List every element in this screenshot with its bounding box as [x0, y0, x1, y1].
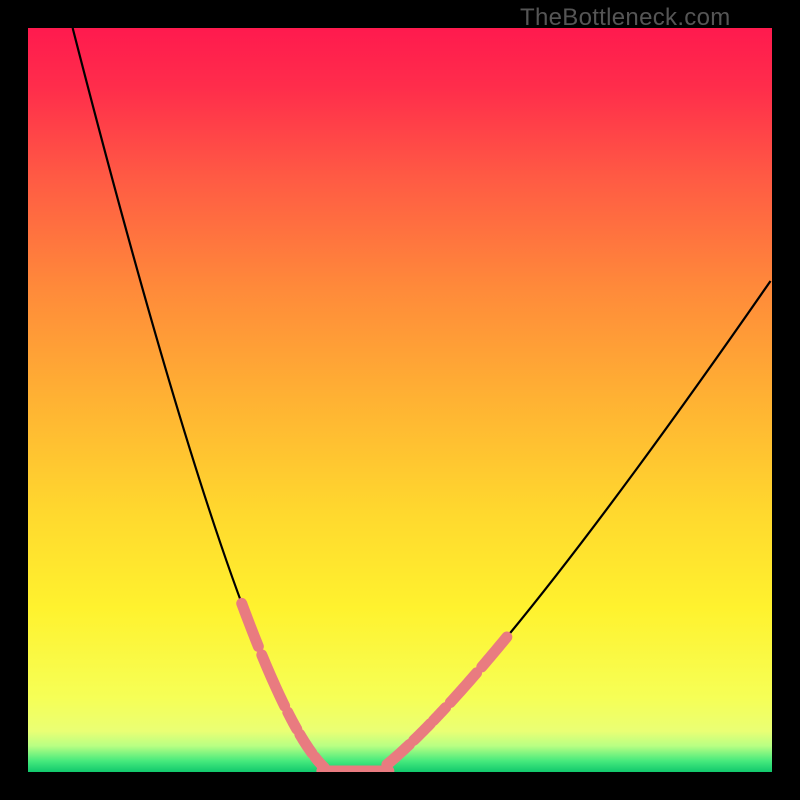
marker-right-4 — [482, 637, 507, 667]
marker-left-2 — [288, 712, 297, 729]
marker-right-0 — [387, 744, 410, 764]
marker-overlay — [242, 603, 507, 771]
v-curve-path — [73, 28, 771, 772]
bottleneck-v-curve-chart — [28, 28, 772, 772]
marker-left-1 — [262, 655, 285, 706]
chart-frame — [28, 28, 772, 772]
marker-right-2 — [434, 708, 446, 721]
marker-left-3 — [300, 734, 312, 753]
marker-right-1 — [414, 723, 431, 740]
marker-right-3 — [450, 673, 476, 703]
watermark-text: TheBottleneck.com — [520, 4, 731, 32]
marker-left-0 — [242, 603, 259, 646]
